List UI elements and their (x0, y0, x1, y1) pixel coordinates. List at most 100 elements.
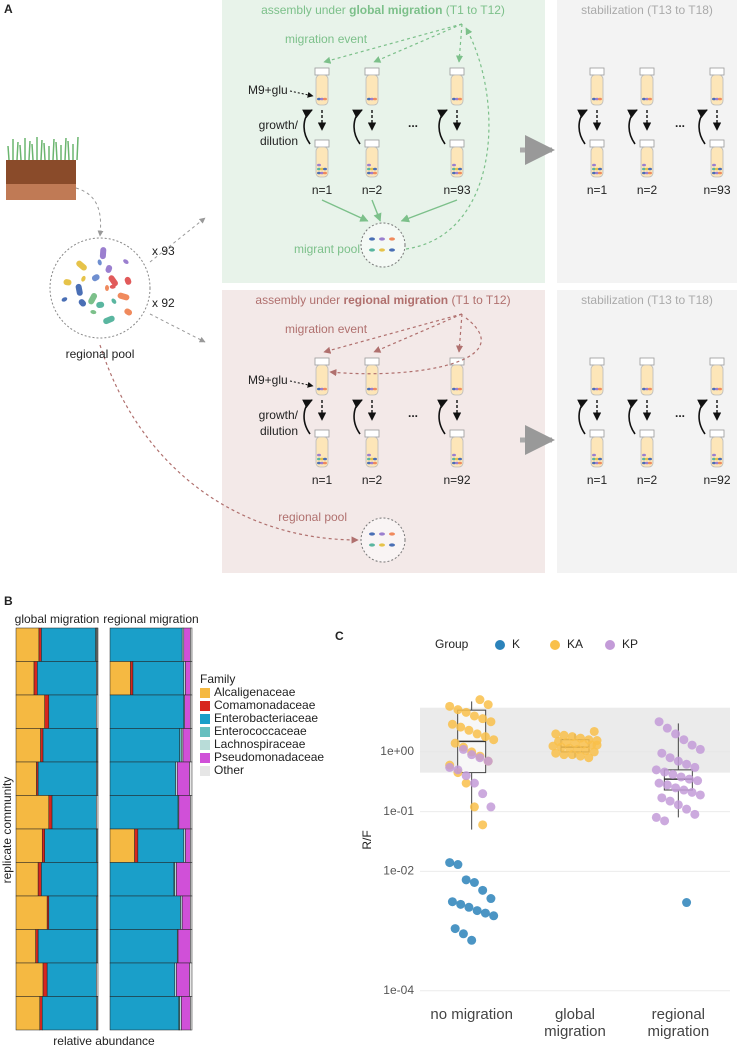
medium-label: M9+glu (248, 83, 288, 97)
point (660, 816, 670, 826)
legend-title: Group (435, 637, 469, 651)
cell (458, 97, 462, 101)
bar-segment (44, 828, 97, 863)
growth-arrow (697, 109, 708, 145)
point (651, 812, 661, 822)
point (483, 756, 493, 766)
y-tick-label: 1e+00 (380, 744, 414, 758)
bar-segment (37, 761, 97, 796)
point (548, 741, 558, 751)
bar-segment (96, 761, 99, 796)
cell (367, 453, 371, 457)
cell (373, 387, 377, 391)
cell (642, 167, 646, 171)
bar-segment (48, 694, 97, 729)
grass (31, 143, 34, 161)
y-axis-label: replicate community (0, 777, 14, 884)
point (456, 899, 466, 909)
bar-segment (190, 694, 193, 729)
facet-title: regional migration (103, 612, 198, 626)
cell (452, 163, 456, 167)
point (651, 765, 661, 775)
cell (117, 292, 130, 301)
bar-segment (96, 728, 99, 763)
cell (595, 457, 599, 461)
point (478, 714, 488, 724)
tube-cap (589, 67, 605, 76)
bar-segment (96, 795, 99, 830)
replicate-n: n=2 (362, 473, 383, 487)
cell (389, 237, 395, 241)
tube-cap (314, 67, 330, 76)
bar-segment (181, 996, 191, 1031)
cell (373, 171, 377, 175)
growth-arrow (437, 399, 448, 435)
tube-body (640, 74, 654, 106)
tube-cap (364, 429, 380, 438)
bar-segment (109, 627, 183, 662)
bar-segment (109, 962, 176, 997)
grass (76, 136, 79, 161)
grass (67, 140, 70, 161)
bar-segment (184, 694, 191, 729)
cell (458, 461, 462, 465)
bar-segment (177, 929, 191, 964)
bar-segment (109, 795, 179, 830)
cell (317, 387, 321, 391)
bar-segment (96, 996, 99, 1031)
bar-segment (109, 761, 176, 796)
cell (123, 259, 129, 264)
cell (103, 315, 115, 325)
cell (323, 461, 327, 465)
cell (718, 461, 722, 465)
bar-segment (96, 627, 99, 662)
replicate-n: n=1 (587, 473, 608, 487)
pool-circle (360, 517, 406, 563)
point (469, 778, 479, 788)
bar-segment (37, 862, 42, 897)
legend-swatch (200, 753, 210, 763)
ellipsis: ... (675, 116, 685, 130)
point (676, 772, 686, 782)
point (567, 750, 577, 760)
bar-segment (33, 661, 38, 696)
legend-label: KP (622, 637, 638, 651)
source-pool (49, 237, 151, 339)
point (486, 802, 496, 812)
tube-cap (639, 67, 655, 76)
cell (370, 97, 374, 101)
point (679, 785, 689, 795)
bar-segment (130, 661, 134, 696)
cell (598, 97, 602, 101)
bar-segment (137, 828, 185, 863)
point (445, 858, 455, 868)
growth-label: growth/ (259, 408, 299, 422)
tube-cap (314, 429, 330, 438)
replicate-n: n=1 (587, 183, 608, 197)
cell (124, 276, 132, 285)
bar-segment (15, 828, 43, 863)
cell (370, 387, 374, 391)
point (456, 722, 466, 732)
point (556, 742, 566, 752)
cell (369, 248, 375, 252)
bar-segment (190, 627, 193, 662)
tube-body (315, 364, 329, 396)
cell (718, 171, 722, 175)
cell (642, 453, 646, 457)
point (489, 735, 499, 745)
cell (379, 237, 385, 241)
cell (715, 387, 719, 391)
cell (712, 461, 716, 465)
point (559, 730, 569, 740)
point (478, 885, 488, 895)
point (458, 744, 468, 754)
panel-label: A (4, 2, 13, 16)
cell (373, 457, 377, 461)
tube-cap (709, 429, 725, 438)
cell (645, 97, 649, 101)
legend-title: Family (200, 672, 235, 686)
ellipsis: ... (408, 406, 418, 420)
cell (91, 274, 100, 282)
point (682, 804, 692, 814)
